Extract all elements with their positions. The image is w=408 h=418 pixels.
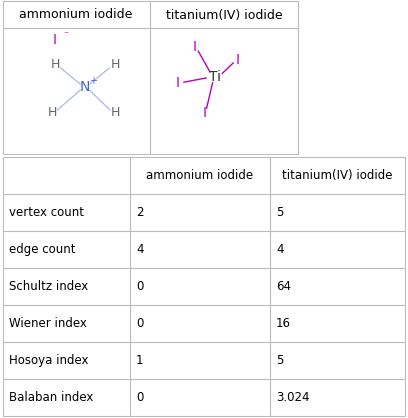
- Text: H: H: [110, 59, 120, 71]
- Text: ammonium iodide: ammonium iodide: [19, 8, 133, 21]
- Text: 4: 4: [276, 243, 284, 256]
- Text: I: I: [193, 40, 197, 54]
- Text: Schultz index: Schultz index: [9, 280, 88, 293]
- Text: edge count: edge count: [9, 243, 75, 256]
- Text: vertex count: vertex count: [9, 206, 84, 219]
- Text: 3.024: 3.024: [276, 391, 310, 404]
- Text: 64: 64: [276, 280, 291, 293]
- Text: H: H: [47, 107, 57, 120]
- Text: 1: 1: [136, 354, 144, 367]
- Text: Ti: Ti: [209, 70, 221, 84]
- Text: I: I: [176, 76, 180, 90]
- Text: Wiener index: Wiener index: [9, 317, 87, 330]
- Text: H: H: [110, 107, 120, 120]
- Text: H: H: [50, 59, 60, 71]
- Text: I: I: [236, 53, 240, 67]
- Text: ammonium iodide: ammonium iodide: [146, 169, 253, 182]
- Text: +: +: [89, 76, 97, 86]
- Text: 5: 5: [276, 354, 284, 367]
- Text: Hosoya index: Hosoya index: [9, 354, 89, 367]
- Text: titanium(IV) iodide: titanium(IV) iodide: [282, 169, 393, 182]
- Text: 4: 4: [136, 243, 144, 256]
- Text: 2: 2: [136, 206, 144, 219]
- Text: N: N: [80, 80, 90, 94]
- Text: Balaban index: Balaban index: [9, 391, 93, 404]
- Text: 5: 5: [276, 206, 284, 219]
- Bar: [3, 1, 298, 154]
- Text: 0: 0: [136, 391, 143, 404]
- Text: 0: 0: [136, 280, 143, 293]
- Text: ⁻: ⁻: [63, 30, 69, 40]
- Text: I: I: [203, 106, 207, 120]
- Text: 16: 16: [276, 317, 291, 330]
- Text: titanium(IV) iodide: titanium(IV) iodide: [166, 8, 282, 21]
- Text: I: I: [53, 33, 57, 47]
- Text: 0: 0: [136, 317, 143, 330]
